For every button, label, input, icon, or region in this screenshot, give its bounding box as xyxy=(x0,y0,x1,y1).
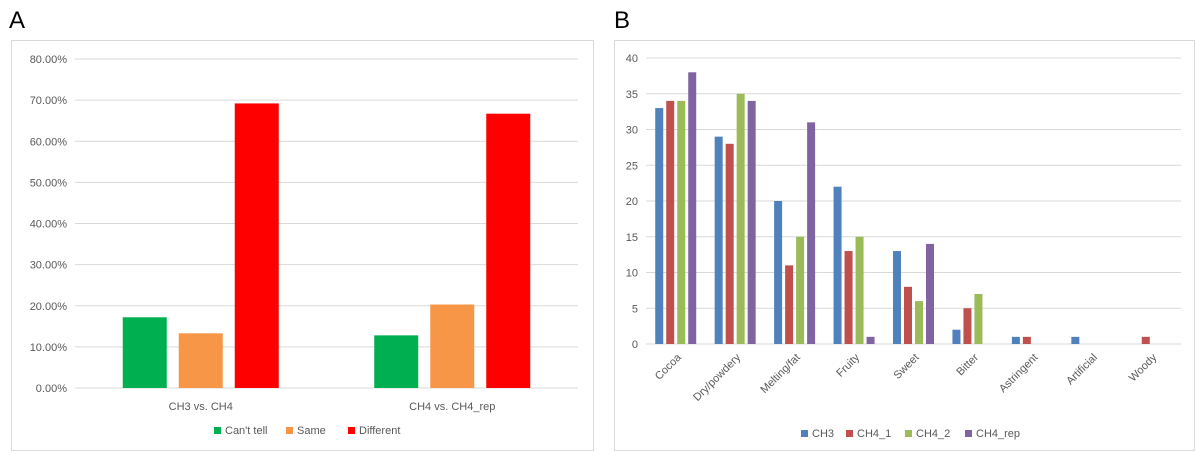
bar-ch4-2-dry-powdery xyxy=(736,93,745,344)
x-tick-label: Artificial xyxy=(1064,352,1100,388)
legend-label: Different xyxy=(359,425,400,437)
bar-ch3-artificial xyxy=(1071,336,1080,344)
y-tick-label: 0 xyxy=(632,339,638,351)
chart-a-frame: 0.00% 10.00% 20.00% 30.00% 40.00% 50.00% 60.00… xyxy=(11,40,594,451)
bar-different-ch4-vs-ch4-rep xyxy=(486,113,531,388)
chart-b: 0 5 10 15 20 25 30 35 40 Cocoa Dry/powdery Melting/… xyxy=(626,53,1181,440)
y-tick-label: 10 xyxy=(626,268,638,280)
x-tick-label: Sweet xyxy=(892,352,922,382)
y-tick-label: 0.00% xyxy=(36,383,67,395)
x-tick-label: CH3 vs. CH4 xyxy=(169,401,233,413)
bar-ch4-1-cocoa xyxy=(666,100,675,345)
legend-swatch-same xyxy=(286,427,293,434)
bar-can-t-tell-ch4-vs-ch4-rep xyxy=(374,335,419,388)
y-tick-label: 70.00% xyxy=(30,95,68,107)
y-tick-label: 35 xyxy=(626,89,638,101)
bar-ch4-rep-cocoa xyxy=(688,72,697,345)
bar-ch4-rep-melting-fat xyxy=(807,122,816,344)
bar-ch4-2-cocoa xyxy=(677,100,686,345)
x-tick-label: Astringent xyxy=(997,352,1041,396)
bar-ch4-1-astringent xyxy=(1022,336,1031,344)
chart-a: 0.00% 10.00% 20.00% 30.00% 40.00% 50.00% 60.00… xyxy=(30,54,578,437)
bar-different-ch3-vs-ch4 xyxy=(234,103,279,388)
bar-ch4-1-fruity xyxy=(844,251,853,344)
bar-ch3-sweet xyxy=(893,251,901,344)
bar-ch4-1-bitter xyxy=(963,308,972,344)
legend-label: CH4_1 xyxy=(857,428,891,440)
bar-ch4-2-bitter xyxy=(974,293,983,344)
legend-label: CH4_rep xyxy=(976,428,1020,440)
bar-ch3-cocoa xyxy=(655,108,664,344)
bar-ch4-1-sweet xyxy=(904,286,912,344)
legend-label: CH3 xyxy=(812,428,834,440)
bar-same-ch3-vs-ch4 xyxy=(178,333,223,388)
legend-swatch-can-t-tell xyxy=(214,427,221,434)
y-tick-label: 20 xyxy=(626,196,638,208)
bar-ch4-1-dry-powdery xyxy=(725,143,734,344)
bar-ch3-dry-powdery xyxy=(714,136,723,344)
x-tick-label: CH4 vs. CH4_rep xyxy=(409,401,495,413)
bar-ch3-astringent xyxy=(1011,336,1020,344)
legend-swatch-different xyxy=(348,427,355,434)
x-tick-label: Woody xyxy=(1127,351,1160,384)
bar-ch4-2-fruity xyxy=(855,236,864,344)
legend-label: Same xyxy=(297,425,326,437)
legend-swatch-ch4-rep xyxy=(965,430,972,437)
panel-b-label: B xyxy=(614,7,631,34)
y-tick-label: 25 xyxy=(626,160,638,172)
bar-same-ch4-vs-ch4-rep xyxy=(430,304,475,388)
legend-swatch-ch4-1 xyxy=(846,430,853,437)
bar-ch4-rep-dry-powdery xyxy=(747,100,756,345)
bar-ch4-rep-sweet xyxy=(926,243,934,344)
y-tick-label: 40.00% xyxy=(30,219,68,231)
y-tick-label: 15 xyxy=(626,232,638,244)
bar-ch4-2-melting-fat xyxy=(796,236,805,344)
bar-can-t-tell-ch3-vs-ch4 xyxy=(122,317,167,388)
legend-swatch-ch4-2 xyxy=(905,430,912,437)
x-tick-label: Bitter xyxy=(954,351,981,378)
bar-ch4-rep-fruity xyxy=(866,336,875,344)
legend-label: CH4_2 xyxy=(916,428,950,440)
bar-ch3-fruity xyxy=(833,186,842,344)
legend-label: Can't tell xyxy=(225,425,267,437)
legend-swatch-ch3 xyxy=(801,430,808,437)
y-tick-label: 60.00% xyxy=(30,136,68,148)
y-tick-label: 30.00% xyxy=(30,260,68,272)
bar-ch4-2-sweet xyxy=(915,301,923,344)
y-tick-label: 5 xyxy=(632,303,638,315)
bar-ch3-melting-fat xyxy=(774,201,783,344)
bar-ch4-1-melting-fat xyxy=(785,265,794,344)
y-tick-label: 80.00% xyxy=(30,54,68,66)
y-tick-label: 50.00% xyxy=(30,177,68,189)
y-tick-label: 20.00% xyxy=(30,301,68,313)
y-tick-label: 30 xyxy=(626,125,638,137)
bar-ch4-1-woody xyxy=(1141,336,1150,344)
x-tick-label: Cocoa xyxy=(653,351,685,383)
panel-a-label: A xyxy=(9,7,26,34)
chart-b-frame: 0 5 10 15 20 25 30 35 40 Cocoa Dry/powdery Melting/… xyxy=(614,40,1195,451)
x-tick-label: Melting/fat xyxy=(758,352,802,396)
x-tick-label: Fruity xyxy=(834,351,862,379)
bar-ch3-bitter xyxy=(952,329,961,344)
y-tick-label: 10.00% xyxy=(30,342,68,354)
x-tick-label: Dry/powdery xyxy=(691,351,743,403)
y-tick-label: 40 xyxy=(626,53,638,65)
